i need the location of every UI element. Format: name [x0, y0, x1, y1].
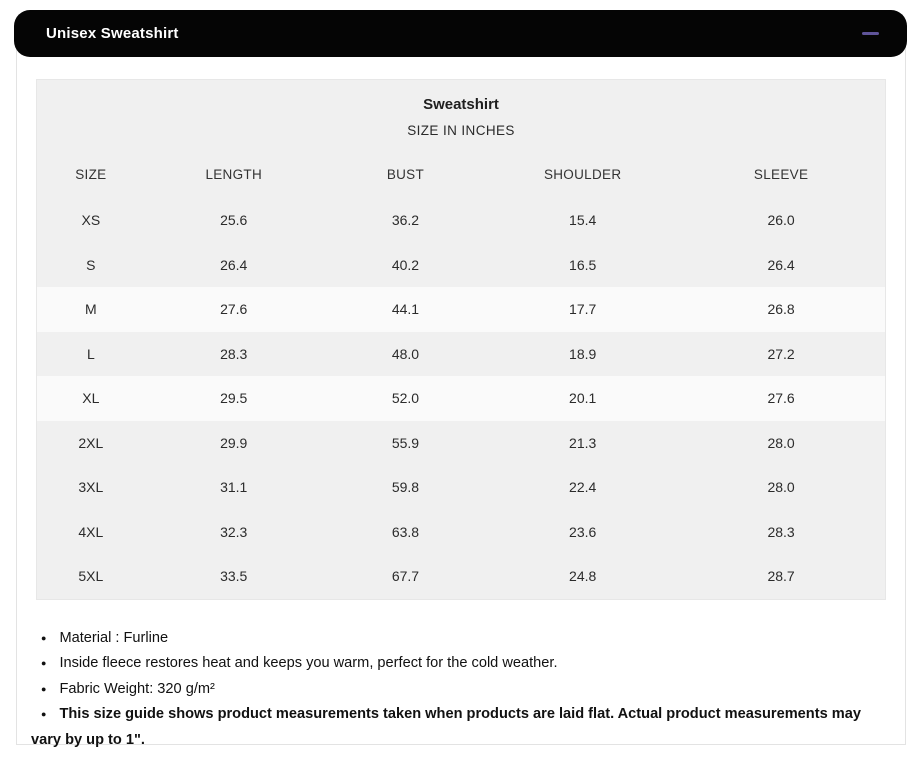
measurement-cell: 27.6 [767, 390, 795, 407]
bullet-icon: ● [41, 658, 47, 668]
note-text: Inside fleece restores heat and keeps yo… [59, 655, 558, 671]
measurement-cell: 27.2 [767, 345, 795, 362]
table-body: XS 25.6 36.2 15.4 26.0 S 26.4 40.2 16.5 26.4 M 27.6… [37, 198, 885, 599]
measurement-cell: 29.5 [220, 390, 248, 407]
size-table: Sweatshirt SIZE IN INCHES SIZE LENGTH BUST… [36, 79, 886, 600]
table-row: L 28.3 48.0 18.9 27.2 [37, 332, 885, 377]
note-item: ● Material : Furline [31, 626, 889, 652]
measurement-cell: 31.1 [220, 479, 248, 496]
collapse-button[interactable] [859, 27, 881, 41]
size-cell: XS [81, 212, 101, 229]
column-header: SLEEVE [753, 167, 809, 182]
bullet-icon: ● [41, 632, 47, 643]
table-row: M 27.6 44.1 17.7 26.8 [37, 287, 885, 332]
measurement-cell: 28.3 [767, 523, 795, 540]
table-row: 4XL 32.3 63.8 23.6 28.3 [37, 510, 885, 555]
measurement-cell: 55.9 [391, 434, 420, 451]
measurement-cell: 23.6 [569, 523, 597, 540]
measurement-cell: 25.6 [220, 212, 248, 229]
table-header-row: SIZE LENGTH BUST SHOULDER SLEEVE [37, 151, 885, 198]
measurement-cell: 29.9 [220, 434, 248, 451]
measurement-cell: 28.7 [767, 568, 795, 585]
table-row: XL 29.5 52.0 20.1 27.6 [37, 376, 885, 421]
measurement-cell: 28.3 [220, 345, 248, 362]
note-text: Fabric Weight: 320 g/m² [59, 680, 215, 697]
measurement-cell: 63.8 [391, 523, 420, 540]
measurement-cell: 16.5 [569, 256, 597, 273]
bullet-icon: ● [41, 709, 47, 719]
note-item: ● This size guide shows product measureme… [31, 702, 889, 752]
measurement-cell: 26.0 [767, 212, 795, 229]
measurement-cell: 48.0 [391, 345, 420, 362]
size-cell: 3XL [78, 479, 104, 496]
size-cell: 2XL [78, 434, 104, 451]
size-cell: 4XL [78, 523, 104, 540]
size-cell: 5XL [78, 568, 104, 585]
table-row: XS 25.6 36.2 15.4 26.0 [37, 198, 885, 243]
measurement-cell: 20.1 [569, 390, 597, 407]
size-cell: XL [82, 390, 100, 407]
measurement-cell: 24.8 [569, 568, 597, 585]
note-item: ● Inside fleece restores heat and keeps y… [31, 651, 889, 677]
measurement-cell: 17.7 [569, 301, 597, 318]
accordion-title: Unisex Sweatshirt [46, 25, 179, 42]
measurement-cell: 59.8 [391, 479, 420, 496]
measurement-cell: 18.9 [569, 345, 597, 362]
size-cell: S [86, 256, 96, 273]
table-row: 2XL 29.9 55.9 21.3 28.0 [37, 421, 885, 466]
measurement-cell: 28.0 [767, 434, 795, 451]
measurement-cell: 44.1 [391, 301, 420, 318]
size-cell: L [86, 345, 95, 362]
table-row: 3XL 31.1 59.8 22.4 28.0 [37, 465, 885, 510]
column-header: BUST [386, 167, 425, 182]
measurement-cell: 33.5 [220, 568, 248, 585]
measurement-cell: 52.0 [391, 390, 420, 407]
measurement-cell: 40.2 [391, 256, 420, 273]
note-text: Material : Furline [59, 629, 169, 646]
bullet-icon: ● [41, 683, 47, 694]
measurement-cell: 26.4 [220, 256, 248, 273]
measurement-cell: 28.0 [767, 479, 795, 496]
note-item: ● Fabric Weight: 320 g/m² [31, 677, 889, 703]
measurement-cell: 21.3 [569, 434, 597, 451]
table-caption-block: Sweatshirt SIZE IN INCHES [37, 80, 885, 151]
measurement-cell: 15.4 [569, 212, 597, 229]
size-cell: M [85, 301, 97, 318]
measurement-cell: 26.4 [767, 256, 795, 273]
accordion-header-unisex-sweatshirt[interactable]: Unisex Sweatshirt [14, 10, 907, 57]
measurement-cell: 32.3 [220, 523, 248, 540]
table-row: S 26.4 40.2 16.5 26.4 [37, 243, 885, 288]
table-row: 5XL 33.5 67.7 24.8 28.7 [37, 554, 885, 599]
column-header: SIZE [75, 167, 107, 182]
measurement-cell: 22.4 [569, 479, 597, 496]
product-notes-list: ● Material : Furline ● Inside fleece restor… [31, 626, 889, 753]
measurement-cell: 67.7 [391, 568, 420, 585]
size-guide-panel: Sweatshirt SIZE IN INCHES SIZE LENGTH BUST… [16, 33, 906, 748]
table-caption: Sweatshirt [423, 96, 499, 113]
measurement-cell: 26.8 [767, 301, 795, 318]
measurement-cell: 27.6 [220, 301, 248, 318]
table-subcaption: SIZE IN INCHES [407, 123, 515, 138]
minus-icon [861, 31, 879, 36]
column-header: SHOULDER [543, 167, 622, 182]
measurement-cell: 36.2 [391, 212, 420, 229]
note-text: This size guide shows product measuremen… [31, 706, 861, 748]
column-header: LENGTH [205, 167, 262, 182]
